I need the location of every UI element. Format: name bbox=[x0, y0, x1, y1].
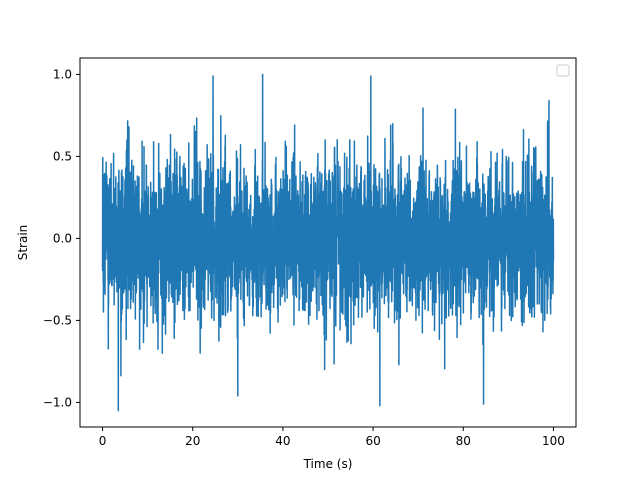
legend bbox=[556, 64, 570, 77]
x-tick-label: 0 bbox=[99, 434, 107, 448]
x-axis: 0 20 40 60 80 100 bbox=[99, 427, 565, 448]
x-tick-label: 80 bbox=[456, 434, 471, 448]
y-tick-label: −1.0 bbox=[43, 395, 72, 409]
x-tick-label: 60 bbox=[365, 434, 380, 448]
y-tick-label: 0.5 bbox=[53, 149, 72, 163]
y-tick-label: 1.0 bbox=[53, 67, 72, 81]
y-axis-label: Strain bbox=[16, 225, 30, 261]
y-tick-label: −0.5 bbox=[43, 313, 72, 327]
y-axis: −1.0 −0.5 0.0 0.5 1.0 bbox=[43, 67, 80, 409]
series-line bbox=[101, 73, 555, 412]
x-axis-label: Time (s) bbox=[303, 457, 353, 471]
y-tick-label: 0.0 bbox=[53, 231, 72, 245]
x-tick-label: 40 bbox=[275, 434, 290, 448]
legend-box bbox=[556, 64, 570, 77]
x-tick-label: 100 bbox=[542, 434, 565, 448]
axes-frame bbox=[79, 57, 577, 428]
plot-area bbox=[79, 57, 577, 428]
x-tick-label: 20 bbox=[185, 434, 200, 448]
series-layer bbox=[101, 73, 555, 412]
